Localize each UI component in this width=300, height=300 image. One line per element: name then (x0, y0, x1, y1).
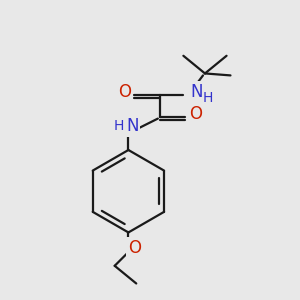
Text: O: O (128, 239, 141, 257)
Text: H: H (113, 119, 124, 134)
Text: O: O (189, 105, 202, 123)
Text: H: H (203, 91, 213, 105)
Text: N: N (190, 83, 203, 101)
Text: O: O (118, 83, 131, 101)
Text: N: N (126, 117, 139, 135)
